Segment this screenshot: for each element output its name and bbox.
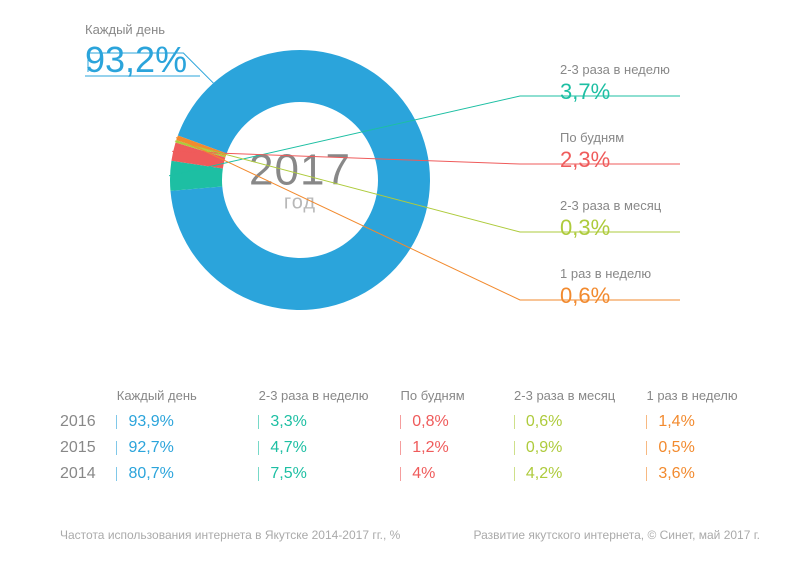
donut-chart: 2017 год xyxy=(170,50,430,310)
callout-label: По будням xyxy=(560,130,624,145)
center-year: 2017 xyxy=(249,146,351,196)
callout-main: Каждый день 93,2% xyxy=(85,22,187,81)
table-cell: 1,2% xyxy=(400,439,514,457)
callout-right-1: 2-3 раза в неделю 3,7% xyxy=(560,62,670,105)
table-body: 201693,9%3,3%0,8%0,6%1,4%201592,7%4,7%1,… xyxy=(60,413,760,483)
chart-area: 2017 год Каждый день 93,2% 2-3 раза в не… xyxy=(0,0,800,370)
table-cell: 0,5% xyxy=(646,439,760,457)
table-cell: 0,6% xyxy=(514,413,646,431)
callout-value: 2,3% xyxy=(560,147,624,173)
table-row: 201480,7%7,5%4%4,2%3,6% xyxy=(60,465,760,483)
history-table: Каждый день2-3 раза в неделюПо будням2-3… xyxy=(60,388,760,491)
callout-value: 0,6% xyxy=(560,283,651,309)
year-cell: 2015 xyxy=(60,439,116,457)
table-column-header: 2-3 раза в месяц xyxy=(514,388,646,403)
table-cell: 3,3% xyxy=(258,413,400,431)
callout-right-3: 2-3 раза в месяц 0,3% xyxy=(560,198,661,241)
callout-label: 1 раз в неделю xyxy=(560,266,651,281)
table-cell: 80,7% xyxy=(116,465,258,483)
callout-label: 2-3 раза в месяц xyxy=(560,198,661,213)
table-cell: 1,4% xyxy=(646,413,760,431)
table-cell: 4,2% xyxy=(514,465,646,483)
callout-main-label: Каждый день xyxy=(85,22,187,37)
footer-left: Частота использования интернета в Якутск… xyxy=(60,528,400,542)
footer-right: Развитие якутского интернета, © Синет, м… xyxy=(473,528,760,542)
footer: Частота использования интернета в Якутск… xyxy=(60,528,760,542)
callout-label: 2-3 раза в неделю xyxy=(560,62,670,77)
table-column-header: 1 раз в неделю xyxy=(646,388,760,403)
table-cell: 0,8% xyxy=(400,413,514,431)
table-cell: 3,6% xyxy=(646,465,760,483)
table-cell: 4% xyxy=(400,465,514,483)
table-cell: 4,7% xyxy=(258,439,400,457)
callout-value: 0,3% xyxy=(560,215,661,241)
table-column-header: По будням xyxy=(401,388,515,403)
callout-main-value: 93,2% xyxy=(85,39,187,81)
table-cell: 7,5% xyxy=(258,465,400,483)
table-row: 201693,9%3,3%0,8%0,6%1,4% xyxy=(60,413,760,431)
callout-right-2: По будням 2,3% xyxy=(560,130,624,173)
table-header: Каждый день2-3 раза в неделюПо будням2-3… xyxy=(60,388,760,403)
callout-value: 3,7% xyxy=(560,79,670,105)
table-column-header: Каждый день xyxy=(117,388,259,403)
year-cell: 2016 xyxy=(60,413,116,431)
table-row: 201592,7%4,7%1,2%0,9%0,5% xyxy=(60,439,760,457)
table-cell: 0,9% xyxy=(514,439,646,457)
donut-center-label: 2017 год xyxy=(249,146,351,215)
table-cell: 92,7% xyxy=(116,439,258,457)
callout-right-4: 1 раз в неделю 0,6% xyxy=(560,266,651,309)
year-cell: 2014 xyxy=(60,465,116,483)
table-cell: 93,9% xyxy=(116,413,258,431)
table-column-header: 2-3 раза в неделю xyxy=(259,388,401,403)
